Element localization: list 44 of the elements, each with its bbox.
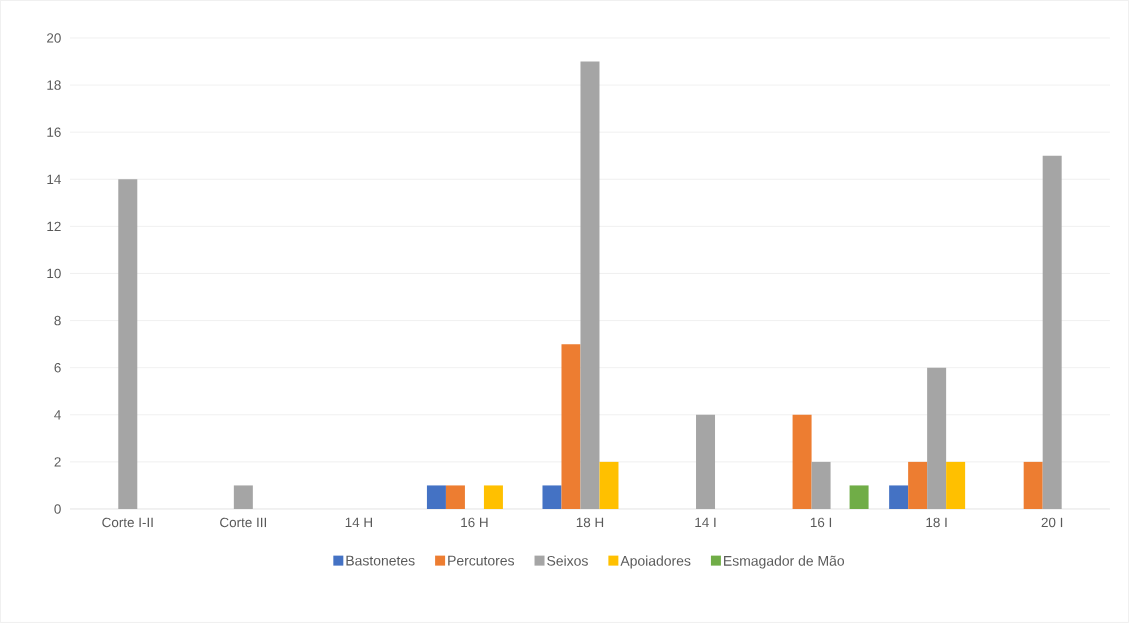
y-tick-label: 20: [47, 33, 61, 43]
bar: [792, 414, 812, 509]
bar: [580, 61, 600, 509]
x-tick-label: Corte III: [220, 517, 266, 528]
legend-label: Apoiadores: [620, 555, 691, 569]
y-tick-label: 12: [47, 221, 61, 232]
legend-label: Bastonetes: [346, 555, 415, 566]
bar: [561, 344, 581, 509]
x-tick-label: 14 I: [695, 517, 716, 527]
bar: [1023, 461, 1043, 509]
y-tick-label: 4: [54, 410, 61, 420]
bar: [233, 485, 253, 509]
bar: [889, 485, 909, 509]
bar: [483, 485, 503, 509]
y-tick-label: 0: [54, 504, 61, 514]
bar: [542, 485, 562, 509]
bar: [908, 461, 928, 509]
legend-label: Percutores: [448, 555, 515, 566]
y-tick-label: 14: [47, 174, 61, 184]
legend-label: Esmagador de Mão: [724, 555, 845, 569]
y-tick-label: 10: [47, 268, 61, 279]
bar: [811, 461, 831, 509]
x-tick-label: 16 I: [810, 517, 832, 528]
bar: [946, 461, 966, 509]
bar: [426, 485, 446, 509]
bar: [849, 485, 869, 509]
bar: [696, 414, 716, 509]
bar: [1042, 155, 1062, 509]
x-tick-label: Corte I-II: [102, 517, 153, 528]
y-tick-label: 2: [54, 457, 61, 467]
y-tick-label: 16: [47, 127, 61, 137]
y-tick-label: 18: [47, 80, 61, 90]
y-tick-label: 8: [54, 315, 61, 326]
x-tick-label: 14 H: [345, 517, 372, 527]
x-tick-label: 18 I: [926, 517, 947, 528]
bar: [599, 461, 619, 509]
x-tick-label: 18 H: [576, 517, 604, 528]
y-tick-label: 6: [54, 362, 61, 373]
x-tick-label: 20 I: [1041, 517, 1063, 528]
bar: [118, 179, 138, 509]
legend-label: Seixos: [547, 555, 588, 566]
x-tick-label: 16 H: [461, 517, 488, 528]
bar: [445, 485, 465, 509]
bar: [927, 367, 947, 509]
